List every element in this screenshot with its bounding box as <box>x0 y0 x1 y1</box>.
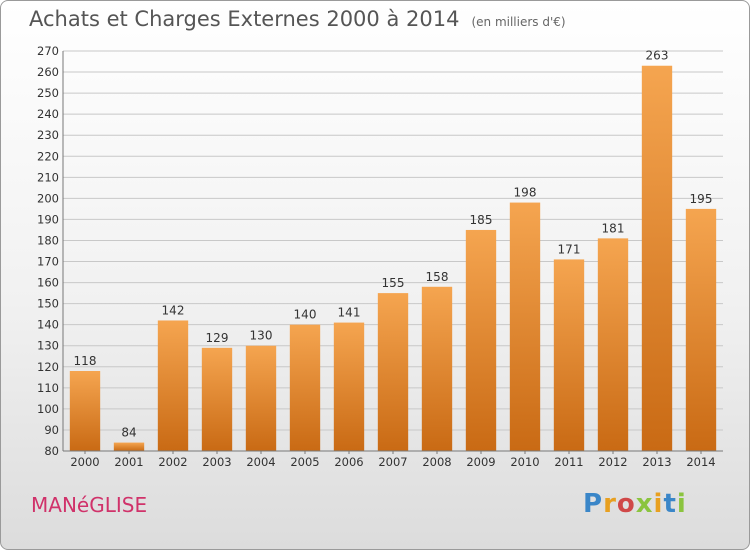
x-tick-label-2000: 2000 <box>70 455 99 469</box>
bar-2012 <box>597 238 629 451</box>
data-label-2000: 118 <box>74 354 97 368</box>
title-text: Achats et Charges Externes 2000 à 2014 <box>29 7 460 31</box>
bar-2002 <box>157 320 189 451</box>
bar-2009 <box>465 229 497 451</box>
y-tick-label: 250 <box>37 86 59 100</box>
data-label-2004: 130 <box>250 329 273 343</box>
location-name: MANéGLISE <box>31 493 148 517</box>
bar-2005 <box>289 324 321 451</box>
data-label-2005: 140 <box>294 308 317 322</box>
y-tick-label: 270 <box>37 44 59 58</box>
data-label-2001: 84 <box>121 426 136 440</box>
data-label-2008: 158 <box>426 270 449 284</box>
bar-2006 <box>333 322 365 451</box>
bar-2003 <box>201 347 233 451</box>
bar-2008 <box>421 286 453 451</box>
data-label-2006: 141 <box>338 306 361 320</box>
x-tick-label-2014: 2014 <box>686 455 715 469</box>
x-tick-label-2008: 2008 <box>422 455 451 469</box>
data-label-2002: 142 <box>162 303 185 317</box>
bar-2014 <box>685 208 717 451</box>
bar-2010 <box>509 202 541 451</box>
bar-2011 <box>553 259 585 451</box>
x-tick-label-2001: 2001 <box>114 455 143 469</box>
bars <box>69 65 717 451</box>
proxiti-logo: Proxiti <box>583 489 687 519</box>
y-tick-label: 260 <box>37 65 59 79</box>
y-tick-label: 160 <box>37 276 59 290</box>
bar-2000 <box>69 371 101 451</box>
y-tick-label: 230 <box>37 128 59 142</box>
x-tick-label-2013: 2013 <box>642 455 671 469</box>
x-tick-label-2002: 2002 <box>158 455 187 469</box>
data-label-2010: 198 <box>514 186 537 200</box>
chart-subtitle: (en milliers d'€) <box>471 15 566 29</box>
y-tick-label: 130 <box>37 339 59 353</box>
y-tick-label: 100 <box>37 402 59 416</box>
x-tick-label-2011: 2011 <box>554 455 583 469</box>
x-tick-label-2012: 2012 <box>598 455 627 469</box>
data-label-2003: 129 <box>206 331 229 345</box>
y-tick-label: 240 <box>37 107 59 121</box>
data-label-2012: 181 <box>602 221 625 235</box>
y-tick-label: 170 <box>37 255 59 269</box>
bar-2004 <box>245 345 277 451</box>
bar-2001 <box>113 442 145 451</box>
x-tick-label-2005: 2005 <box>290 455 319 469</box>
x-tick-label-2007: 2007 <box>378 455 407 469</box>
bar-chart: 118 84 142 129 130 140 141 155 158 185 198 171 181 26… <box>37 44 723 469</box>
data-labels: 118 84 142 129 130 140 141 155 158 185 198 171 181 26… <box>74 49 713 440</box>
axes: 80 90 100 110 120 130 140 150 160 170 180 190 200 210… <box>37 44 723 469</box>
y-tick-label: 150 <box>37 297 59 311</box>
y-tick-label: 220 <box>37 149 59 163</box>
bar-2007 <box>377 293 409 451</box>
y-tick-label: 110 <box>37 381 59 395</box>
x-tick-label-2003: 2003 <box>202 455 231 469</box>
chart-title: Achats et Charges Externes 2000 à 2014 (e… <box>29 7 566 31</box>
bar-2013 <box>641 65 673 451</box>
data-label-2011: 171 <box>558 242 581 256</box>
data-label-2009: 185 <box>470 213 493 227</box>
x-tick-label-2006: 2006 <box>334 455 363 469</box>
y-tick-label: 120 <box>37 360 59 374</box>
data-label-2014: 195 <box>690 192 713 206</box>
y-tick-label: 190 <box>37 212 59 226</box>
x-tick-label-2004: 2004 <box>246 455 275 469</box>
y-tick-label: 210 <box>37 170 59 184</box>
y-tick-label: 140 <box>37 318 59 332</box>
x-tick-label-2009: 2009 <box>466 455 495 469</box>
y-tick-label: 90 <box>44 423 59 437</box>
y-tick-label: 180 <box>37 233 59 247</box>
data-label-2007: 155 <box>382 276 405 290</box>
x-tick-label-2010: 2010 <box>510 455 539 469</box>
logo-text: Proxiti <box>583 489 687 519</box>
y-tick-label: 80 <box>44 444 59 458</box>
y-tick-label: 200 <box>37 191 59 205</box>
data-label-2013: 263 <box>646 49 669 63</box>
